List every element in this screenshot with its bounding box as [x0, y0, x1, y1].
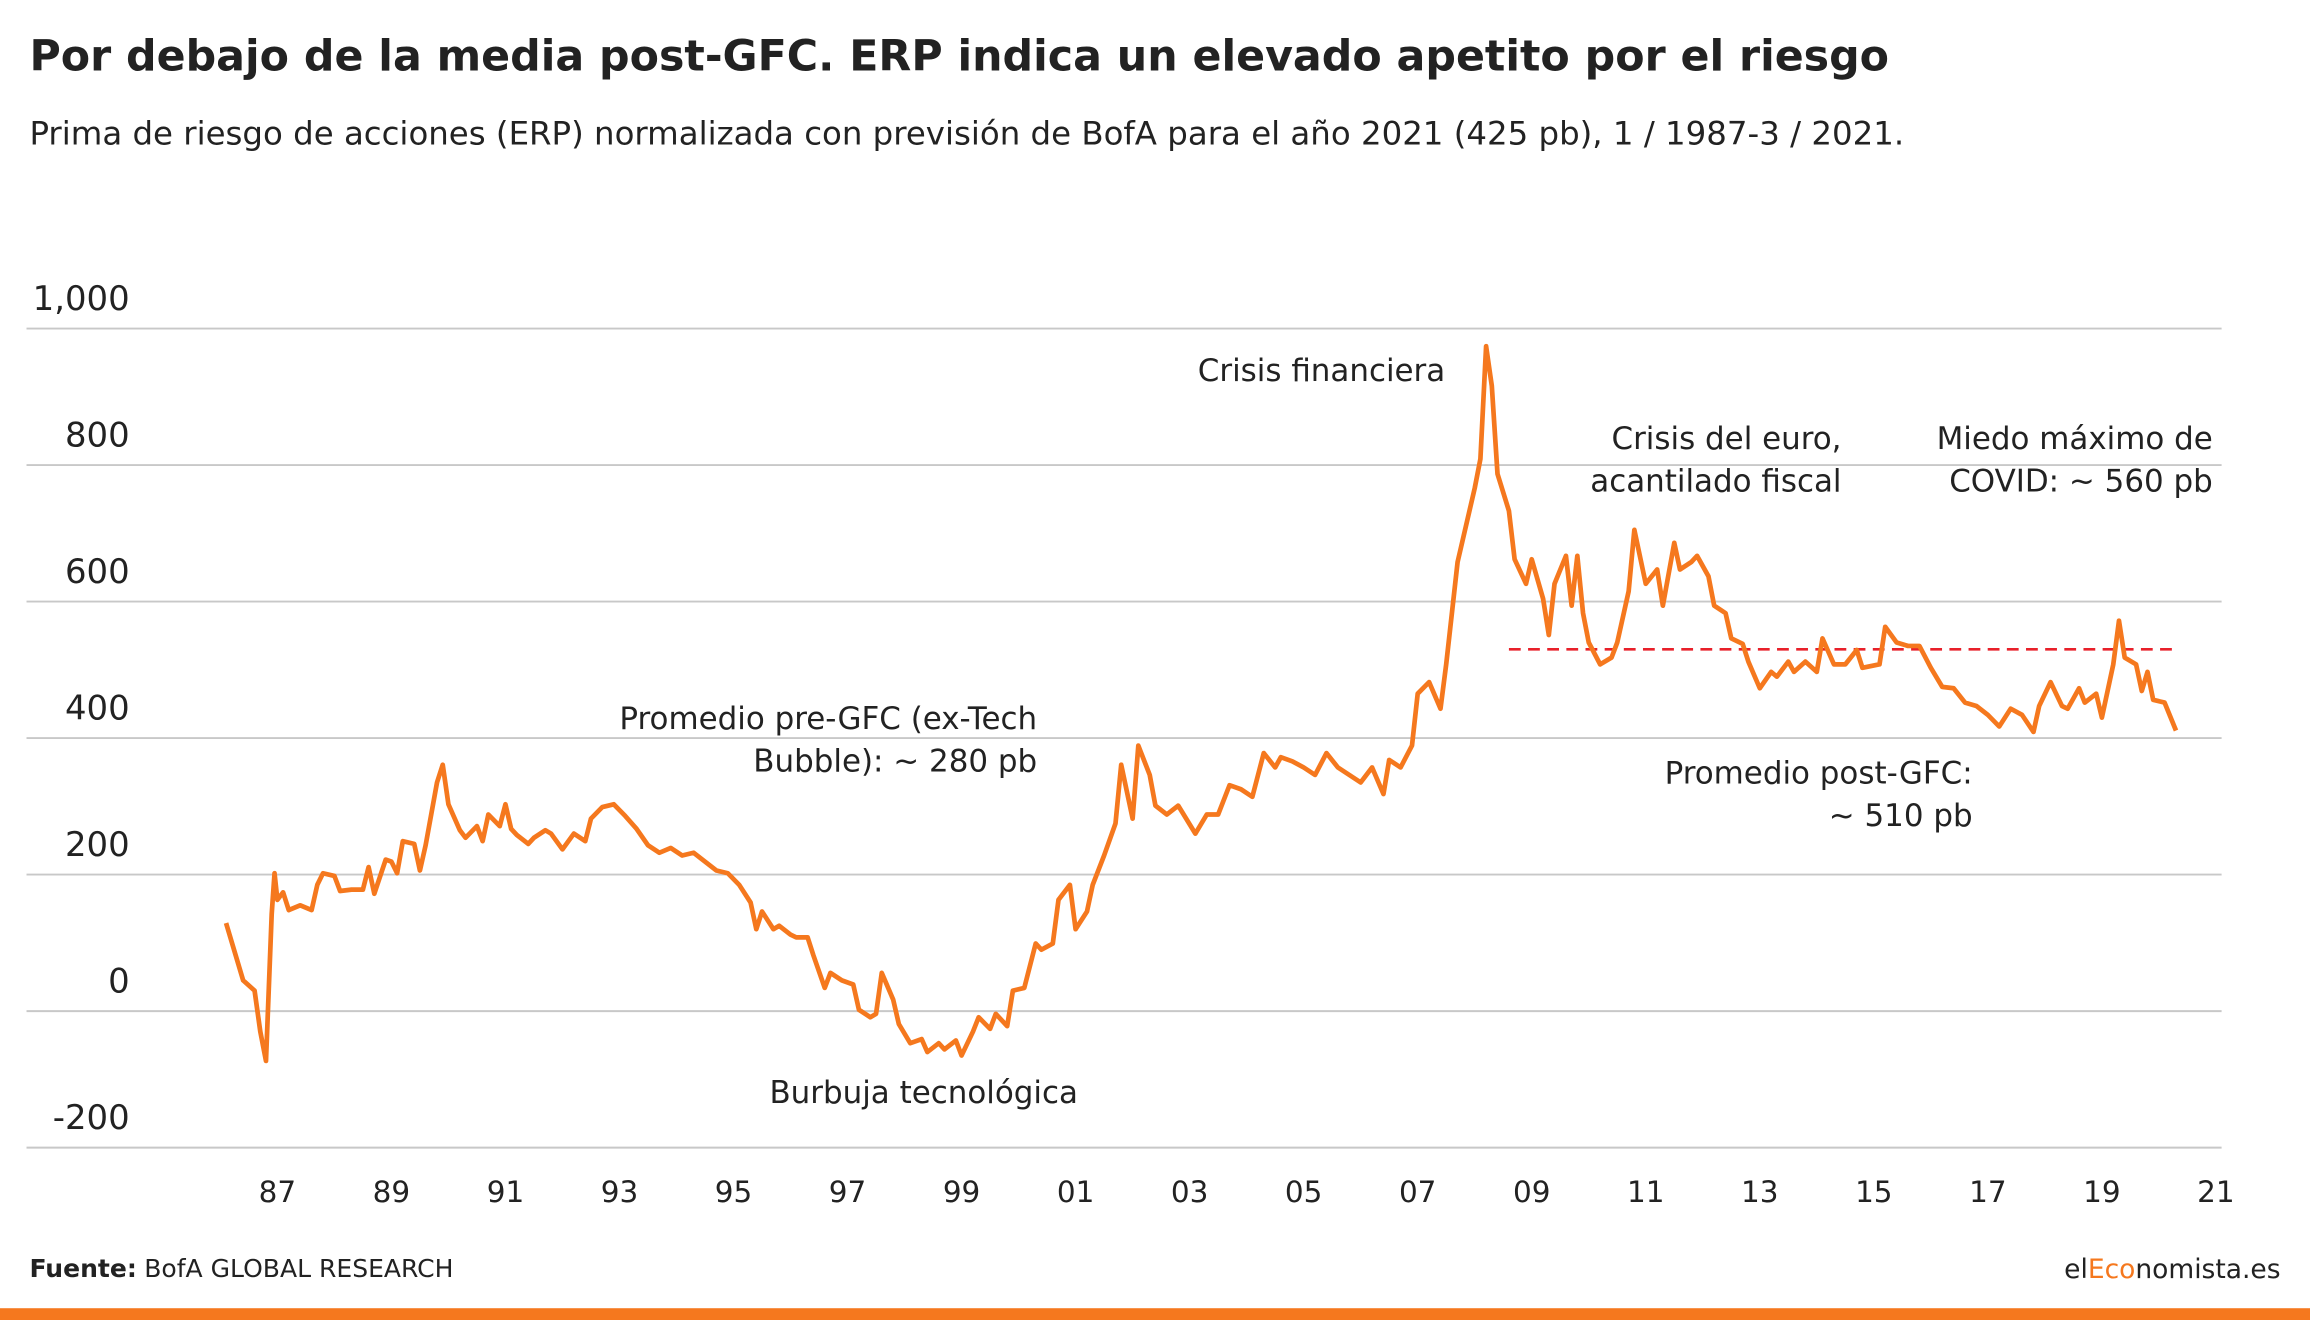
- x-tick-label: 95: [715, 1175, 752, 1209]
- x-tick-label: 05: [1285, 1175, 1322, 1209]
- annotation: acantilado fiscal: [1590, 464, 1841, 500]
- annotation: Promedio post-GFC:: [1665, 755, 1973, 791]
- source-text: BofA GLOBAL RESEARCH: [144, 1254, 453, 1283]
- y-tick-label: 0: [108, 962, 130, 1001]
- y-tick-label: 800: [65, 416, 130, 455]
- x-tick-label: 09: [1513, 1175, 1550, 1209]
- x-tick-label: 93: [601, 1175, 638, 1209]
- chart-title: Por debajo de la media post-GFC. ERP ind…: [29, 31, 1889, 81]
- annotation: Burbuja tecnológica: [769, 1075, 1077, 1111]
- x-tick-label: 91: [487, 1175, 524, 1209]
- annotation: ~ 510 pb: [1829, 798, 1973, 834]
- x-tick-label: 07: [1399, 1175, 1436, 1209]
- footer-bar: [0, 1308, 2310, 1320]
- annotation: Bubble): ~ 280 pb: [753, 744, 1037, 780]
- annotation: Crisis financiera: [1198, 353, 1445, 389]
- x-tick-label: 15: [1855, 1175, 1892, 1209]
- x-tick-label: 21: [2197, 1175, 2234, 1209]
- x-tick-label: 11: [1627, 1175, 1664, 1209]
- data-line: [223, 343, 2179, 1064]
- x-tick-label: 87: [259, 1175, 296, 1209]
- x-tick-label: 19: [2083, 1175, 2120, 1209]
- logo-part: Eco: [2088, 1253, 2136, 1284]
- y-tick-label: 200: [65, 825, 130, 864]
- x-tick-label: 89: [373, 1175, 410, 1209]
- x-tick-label: 03: [1171, 1175, 1208, 1209]
- logo-part: nomista.es: [2135, 1253, 2280, 1284]
- annotation: Promedio pre-GFC (ex-Tech: [619, 701, 1037, 737]
- y-tick-label: 600: [65, 552, 130, 591]
- y-tick-label: -200: [53, 1098, 130, 1137]
- logo-part: el: [2064, 1253, 2088, 1284]
- y-tick-label: 1,000: [33, 279, 130, 318]
- annotation: Crisis del euro,: [1612, 421, 1842, 457]
- x-tick-label: 17: [1969, 1175, 2006, 1209]
- source: Fuente: BofA GLOBAL RESEARCH: [29, 1254, 453, 1283]
- source-label: Fuente:: [29, 1254, 136, 1283]
- annotation: COVID: ~ 560 pb: [1949, 464, 2213, 500]
- x-tick-label: 01: [1057, 1175, 1094, 1209]
- y-tick-label: 400: [65, 689, 130, 728]
- annotation: Miedo máximo de: [1937, 421, 2213, 457]
- x-tick-label: 99: [943, 1175, 980, 1209]
- logo: elEconomista.es: [2064, 1253, 2280, 1284]
- x-tick-label: 97: [829, 1175, 866, 1209]
- x-tick-label: 13: [1741, 1175, 1778, 1209]
- chart-subtitle: Prima de riesgo de acciones (ERP) normal…: [29, 115, 1904, 153]
